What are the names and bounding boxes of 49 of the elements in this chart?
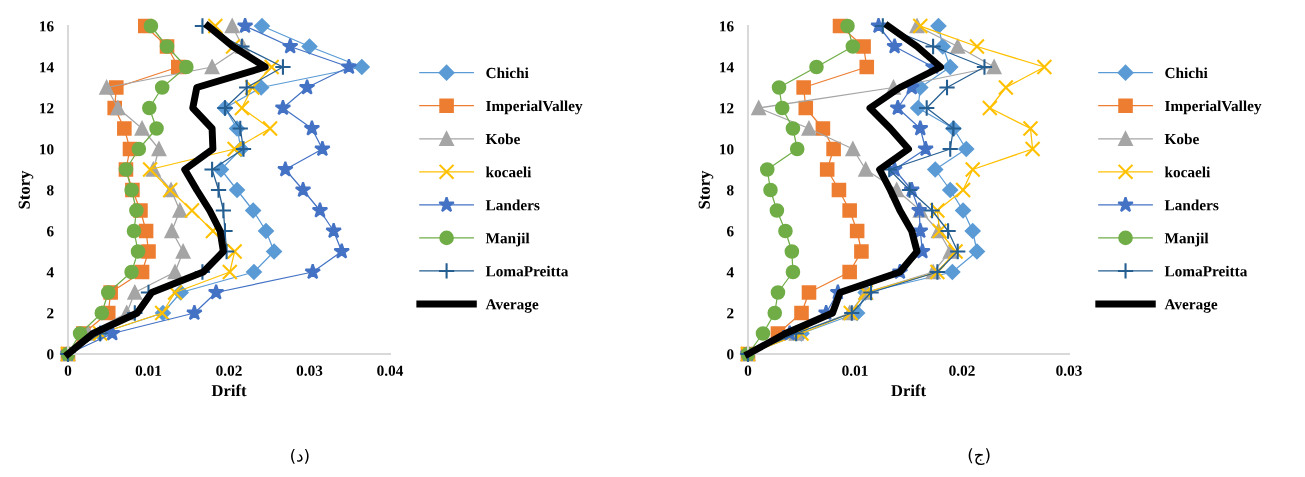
x-tick-label: 0.01	[842, 365, 868, 376]
legend-label: Kobe	[485, 133, 520, 145]
legend-label: Landers	[1164, 199, 1219, 211]
x-axis-title: Drift	[891, 384, 927, 397]
legend-label: Chichi	[1165, 67, 1208, 79]
y-tick-label: 16	[40, 21, 54, 32]
legend-label: kocaeli	[485, 166, 532, 178]
y-tick-label: 8	[726, 185, 734, 196]
legend-label: Average	[1164, 299, 1218, 313]
y-axis-title: Story	[698, 170, 714, 209]
legend-label: Chichi	[486, 67, 529, 79]
y-tick-label: 10	[40, 144, 54, 155]
y-axis-title: Story	[18, 170, 34, 209]
x-axis-title: Drift	[211, 384, 247, 397]
legend-label: Kobe	[1164, 133, 1199, 145]
legend-label: ImperialValley	[486, 100, 583, 115]
y-tick-label: 16	[720, 21, 734, 32]
legend-label: Manjil	[485, 232, 530, 247]
y-tick-label: 2	[727, 308, 734, 319]
y-tick-label: 6	[47, 226, 54, 237]
x-tick-label: 0.03	[296, 365, 323, 376]
y-tick-label: 10	[720, 144, 734, 155]
y-tick-label: 14	[40, 62, 54, 73]
x-tick-label: 0.04	[377, 365, 404, 376]
legend-label: kocaeli	[1164, 166, 1211, 178]
legend-label: ImperialValley	[1165, 100, 1262, 115]
y-tick-label: 4	[726, 267, 734, 278]
y-tick-label: 0	[47, 349, 54, 360]
text: (ج)	[968, 448, 990, 465]
y-tick-label: 0	[727, 349, 734, 360]
y-tick-label: 4	[46, 267, 54, 278]
text: (د)	[291, 448, 309, 464]
x-tick-label: 0.03	[1056, 365, 1082, 376]
legend-label: Landers	[485, 199, 540, 211]
legend-label: LomaPreitta	[485, 265, 569, 277]
legend-label: Average	[485, 299, 539, 313]
y-tick-label: 2	[47, 308, 54, 319]
x-tick-label: 0.01	[135, 365, 162, 376]
legend-label: Manjil	[1164, 232, 1209, 247]
x-tick-label: 0	[744, 365, 752, 376]
y-tick-label: 14	[720, 62, 734, 73]
legend-label: LomaPreitta	[1164, 265, 1248, 277]
y-tick-label: 8	[46, 185, 54, 196]
y-tick-label: 12	[720, 103, 734, 114]
x-tick-label: 0	[64, 365, 72, 376]
x-tick-label: 0.02	[949, 365, 975, 376]
y-tick-label: 6	[726, 226, 734, 237]
x-tick-label: 0.02	[216, 365, 242, 376]
y-tick-label: 12	[40, 103, 54, 114]
